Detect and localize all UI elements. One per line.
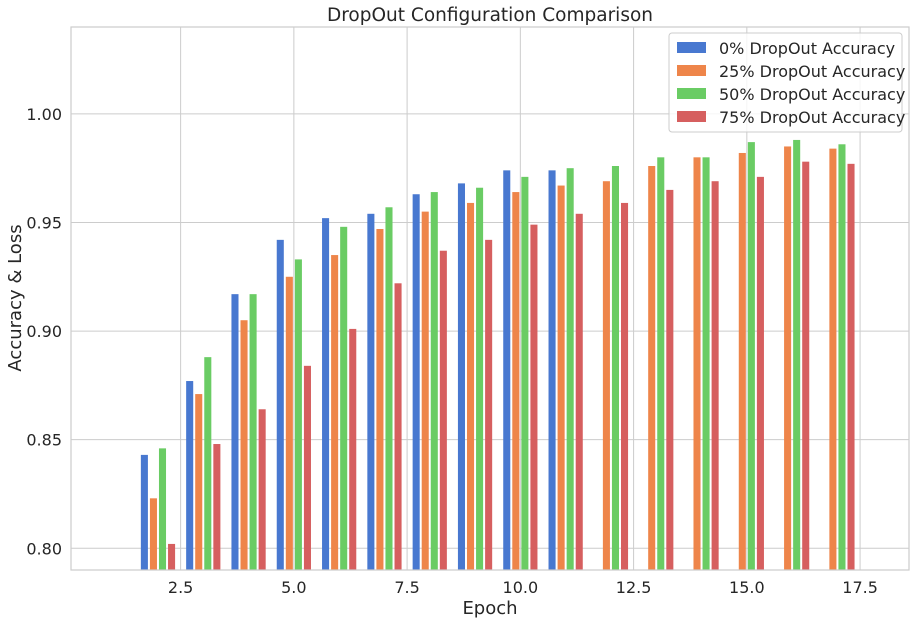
bar (611, 166, 620, 570)
bar (213, 444, 221, 570)
bar (231, 294, 239, 570)
x-tick-label: 12.5 (616, 578, 652, 597)
bar (476, 187, 484, 570)
bar (548, 170, 556, 571)
bar (322, 218, 330, 571)
x-tick-label: 10.0 (503, 578, 539, 597)
bar (747, 142, 755, 570)
series-3 (158, 139, 846, 571)
y-axis-title: Accuracy & Loss (5, 224, 26, 371)
bar (530, 224, 538, 571)
bar (648, 166, 656, 570)
bar (376, 228, 384, 570)
legend-box (668, 32, 903, 133)
bar (666, 189, 674, 570)
series-1 (140, 170, 556, 571)
bar (657, 157, 665, 570)
bar (738, 152, 746, 570)
bar (829, 148, 837, 570)
legend-swatch (677, 88, 706, 99)
bar (340, 226, 348, 570)
legend-label: 75% DropOut Accuracy (719, 108, 905, 127)
y-tick-labels: 0.80 0.85 0.90 0.95 1.00 (26, 105, 62, 558)
bar (294, 259, 302, 570)
bar (158, 448, 167, 570)
legend-label: 25% DropOut Accuracy (719, 62, 905, 81)
legend-swatch (677, 111, 706, 122)
bar (331, 255, 339, 570)
chart-title: DropOut Configuration Comparison (327, 5, 653, 26)
bar (195, 394, 203, 570)
bar (847, 163, 855, 570)
x-tick-label: 17.5 (842, 578, 878, 597)
bars (140, 139, 855, 571)
legend-swatch (677, 42, 706, 53)
bar (503, 170, 511, 571)
bar (575, 213, 583, 571)
bar (793, 139, 801, 570)
bar (140, 454, 148, 570)
bar (512, 192, 520, 570)
y-tick-label: 0.85 (26, 431, 62, 450)
x-tick-label: 15.0 (729, 578, 765, 597)
bar (602, 181, 610, 570)
y-tick-label: 0.90 (26, 322, 62, 341)
x-tick-label: 7.5 (394, 578, 419, 597)
legend: 0% DropOut Accuracy 25% DropOut Accuracy 5… (668, 32, 905, 133)
bar (485, 239, 493, 570)
bar (367, 213, 375, 571)
bar (621, 202, 629, 570)
bar (802, 161, 810, 570)
bar (521, 176, 529, 571)
y-tick-label: 0.80 (26, 539, 62, 558)
y-tick-label: 1.00 (26, 105, 62, 124)
bar (285, 276, 293, 570)
bar (204, 357, 212, 570)
bar (394, 283, 402, 570)
x-tick-label: 2.5 (168, 578, 193, 597)
y-tick-label: 0.95 (26, 213, 62, 232)
bar (566, 168, 574, 570)
plot-frame (70, 26, 910, 571)
bar (349, 328, 357, 570)
x-tick-labels: 2.5 5.0 7.5 10.0 12.5 15.0 17.5 (168, 578, 878, 597)
bar (385, 207, 393, 570)
x-axis-title: Epoch (462, 598, 517, 619)
series-2 (149, 146, 837, 570)
bar (186, 381, 194, 570)
legend-label: 0% DropOut Accuracy (719, 39, 895, 58)
legend-swatch (677, 65, 706, 76)
bar (168, 543, 176, 570)
bar (240, 320, 248, 570)
bar (412, 194, 420, 570)
bar (838, 144, 846, 570)
bar (303, 365, 311, 570)
bar (457, 183, 465, 570)
bar (439, 250, 447, 570)
bar (430, 192, 438, 570)
bar (702, 157, 710, 570)
legend-label: 50% DropOut Accuracy (719, 85, 905, 104)
x-tick-label: 5.0 (281, 578, 306, 597)
bar (258, 409, 266, 570)
bar (249, 294, 257, 570)
bar (784, 146, 792, 570)
bar (421, 211, 429, 570)
bar (693, 157, 701, 570)
bar (756, 176, 764, 571)
bar (557, 185, 565, 570)
bar (276, 239, 284, 570)
bar (711, 181, 719, 570)
bar (149, 498, 157, 570)
series-4 (168, 161, 855, 571)
bar (466, 202, 475, 570)
